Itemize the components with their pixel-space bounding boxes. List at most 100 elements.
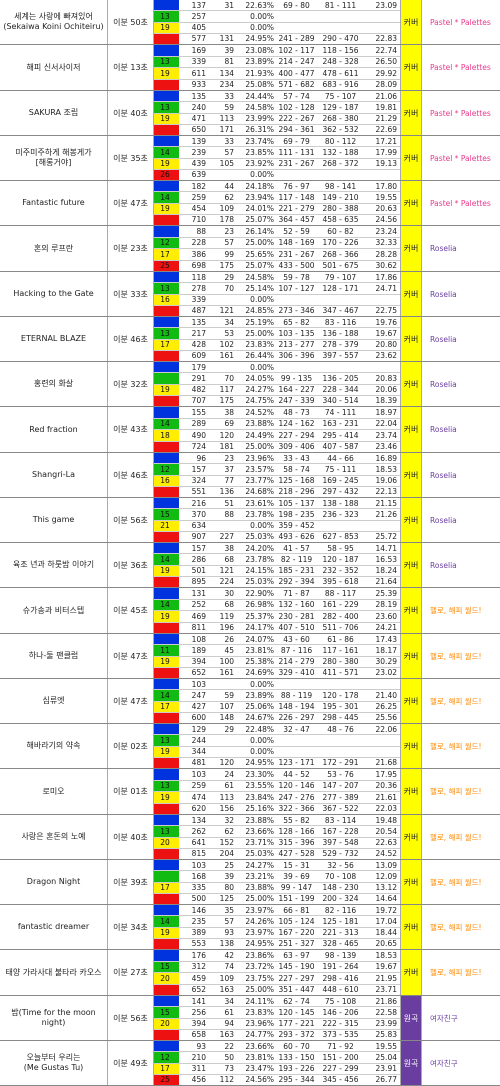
range-low bbox=[277, 170, 319, 180]
average-density: 20.06 bbox=[375, 385, 397, 395]
special-ratio: 25.14% bbox=[245, 283, 274, 293]
difficulty-row-expert: 481 120 24.95% 123 - 171 172 - 291 21.68 bbox=[154, 756, 400, 768]
song-row: This game 이분 56초 216 51 23.61% 105 - 137 138 -… bbox=[0, 498, 500, 543]
total-notes: 139 bbox=[191, 136, 206, 146]
special-ratio: 25.00% bbox=[245, 442, 274, 452]
special-notes: 68 bbox=[224, 600, 234, 610]
difficulty-row-easy: 179 0.00% bbox=[154, 362, 400, 373]
total-notes: 652 bbox=[191, 668, 206, 678]
special-ratio: 25.00% bbox=[245, 985, 274, 995]
band-name: Pastel * Palettes bbox=[430, 63, 491, 72]
band-name: 여자친구 bbox=[430, 1013, 458, 1023]
band-name: 헬로, 해피 월드! bbox=[430, 606, 482, 615]
difficulty-level: 14 bbox=[154, 599, 179, 610]
range-high: 88 - 117 bbox=[324, 588, 357, 598]
range-high: 75 - 107 bbox=[324, 91, 357, 101]
difficulty-level bbox=[154, 531, 179, 542]
special-notes: 109 bbox=[219, 973, 234, 983]
average-density: 18.44 bbox=[375, 928, 397, 938]
total-notes: 501 bbox=[191, 566, 206, 576]
difficulty-level bbox=[154, 1029, 179, 1040]
range-high: 75 - 111 bbox=[324, 464, 357, 474]
difficulty-row-normal: 15 256 61 23.83% 120 - 145 146 - 206 22.58 bbox=[154, 1006, 400, 1018]
difficulty-row-normal: 15 312 74 23.72% 145 - 190 191 - 264 19.67 bbox=[154, 960, 400, 972]
range-low: 123 - 171 bbox=[278, 758, 315, 768]
difficulty-row-hard: 18 490 120 24.49% 227 - 294 295 - 414 23.74 bbox=[154, 429, 400, 441]
total-notes: 907 bbox=[191, 532, 206, 542]
average-density: 21.61 bbox=[375, 792, 397, 802]
difficulty-row-hard: 20 459 109 23.75% 227 - 297 298 - 416 21.95 bbox=[154, 972, 400, 984]
special-notes: 42 bbox=[224, 950, 234, 960]
song-title: Red fraction bbox=[0, 407, 108, 452]
band-name: 헬로, 해피 월드! bbox=[430, 696, 482, 706]
difficulty-rows: 157 38 24.20% 41 - 57 58 - 95 14.71 14 286 68 23.… bbox=[154, 543, 400, 587]
range-high: 82 - 116 bbox=[324, 905, 357, 915]
difficulty-level: 13 bbox=[154, 56, 179, 67]
total-notes: 137 bbox=[191, 0, 206, 10]
range-low: 407 - 510 bbox=[278, 623, 315, 633]
special-ratio: 24.18% bbox=[245, 181, 274, 191]
range-low: 32 - 47 bbox=[283, 724, 310, 734]
range-high: 397 - 557 bbox=[322, 351, 359, 361]
special-notes: 93 bbox=[224, 928, 234, 938]
difficulty-row-expert: 658 163 24.77% 293 - 372 373 - 535 25.83 bbox=[154, 1028, 400, 1040]
average-density bbox=[365, 23, 400, 33]
special-ratio: 23.89% bbox=[245, 57, 274, 67]
band-name: Roselia bbox=[430, 244, 457, 253]
difficulty-row-easy: 103 0.00% bbox=[154, 679, 400, 690]
special-notes: 29 bbox=[224, 272, 234, 282]
special-notes bbox=[209, 735, 237, 745]
difficulty-level: 19 bbox=[154, 927, 179, 938]
difficulty-row-expert: 724 181 25.00% 309 - 406 407 - 587 23.46 bbox=[154, 440, 400, 452]
song-row: Red fraction 이분 43초 155 38 24.52% 48 - 73 74 -… bbox=[0, 407, 500, 453]
special-notes: 77 bbox=[224, 476, 234, 486]
range-high: 347 - 467 bbox=[322, 306, 359, 316]
difficulty-level: 13 bbox=[154, 735, 179, 746]
range-high: 118 - 156 bbox=[322, 45, 359, 55]
range-low: 87 - 116 bbox=[280, 645, 313, 655]
total-notes: 179 bbox=[191, 362, 206, 372]
band-name: 헬로, 해피 월드! bbox=[430, 922, 482, 932]
total-notes: 131 bbox=[191, 588, 206, 598]
difficulty-level bbox=[154, 667, 179, 678]
difficulty-row-easy: 216 51 23.61% 105 - 137 138 - 188 21.15 bbox=[154, 498, 400, 509]
total-notes: 707 bbox=[191, 396, 206, 406]
special-notes: 161 bbox=[219, 351, 234, 361]
difficulty-level: 19 bbox=[154, 68, 179, 79]
special-notes: 62 bbox=[224, 192, 234, 202]
difficulty-row-easy: 103 25 24.27% 15 - 31 32 - 56 13.09 bbox=[154, 860, 400, 871]
difficulty-row-hard: 21 634 0.00% 359 - 452 bbox=[154, 519, 400, 531]
difficulty-level: 14 bbox=[154, 418, 179, 429]
song-duration: 이분 56초 bbox=[108, 996, 154, 1040]
range-low: 105 - 124 bbox=[278, 916, 315, 926]
range-low: 273 - 346 bbox=[278, 306, 315, 316]
special-notes: 45 bbox=[224, 645, 234, 655]
special-ratio: 24.44% bbox=[245, 91, 274, 101]
special-notes: 25 bbox=[224, 860, 234, 870]
difficulty-level: 13 bbox=[154, 11, 179, 22]
total-notes: 157 bbox=[191, 464, 206, 474]
special-ratio: 26.44% bbox=[245, 351, 274, 361]
total-notes: 252 bbox=[191, 600, 206, 610]
special-notes: 59 bbox=[224, 690, 234, 700]
total-notes: 370 bbox=[191, 509, 206, 519]
special-notes bbox=[209, 362, 237, 372]
average-density: 25.72 bbox=[375, 532, 397, 542]
total-notes: 811 bbox=[191, 623, 206, 633]
range-high: 280 - 380 bbox=[322, 657, 359, 667]
special-ratio: 24.49% bbox=[245, 430, 274, 440]
difficulty-row-hard: 19 439 105 23.92% 231 - 267 268 - 372 19.13 bbox=[154, 157, 400, 169]
difficulty-row-normal: 13 259 61 23.55% 120 - 146 147 - 207 20.36 bbox=[154, 779, 400, 791]
total-notes: 286 bbox=[191, 554, 206, 564]
range-high: 136 - 188 bbox=[322, 328, 359, 338]
difficulty-row-expert: 652 161 24.69% 329 - 410 411 - 571 23.02 bbox=[154, 666, 400, 678]
range-high: 120 - 178 bbox=[322, 690, 359, 700]
range-low: 148 - 194 bbox=[278, 702, 315, 712]
average-density: 21.06 bbox=[375, 91, 397, 101]
range-low bbox=[277, 362, 319, 372]
average-density: 17.99 bbox=[375, 147, 397, 157]
difficulty-row-easy: 139 33 23.74% 69 - 79 80 - 112 17.21 bbox=[154, 136, 400, 147]
special-ratio: 25.06% bbox=[245, 702, 274, 712]
difficulty-level: 15 bbox=[154, 1007, 179, 1018]
